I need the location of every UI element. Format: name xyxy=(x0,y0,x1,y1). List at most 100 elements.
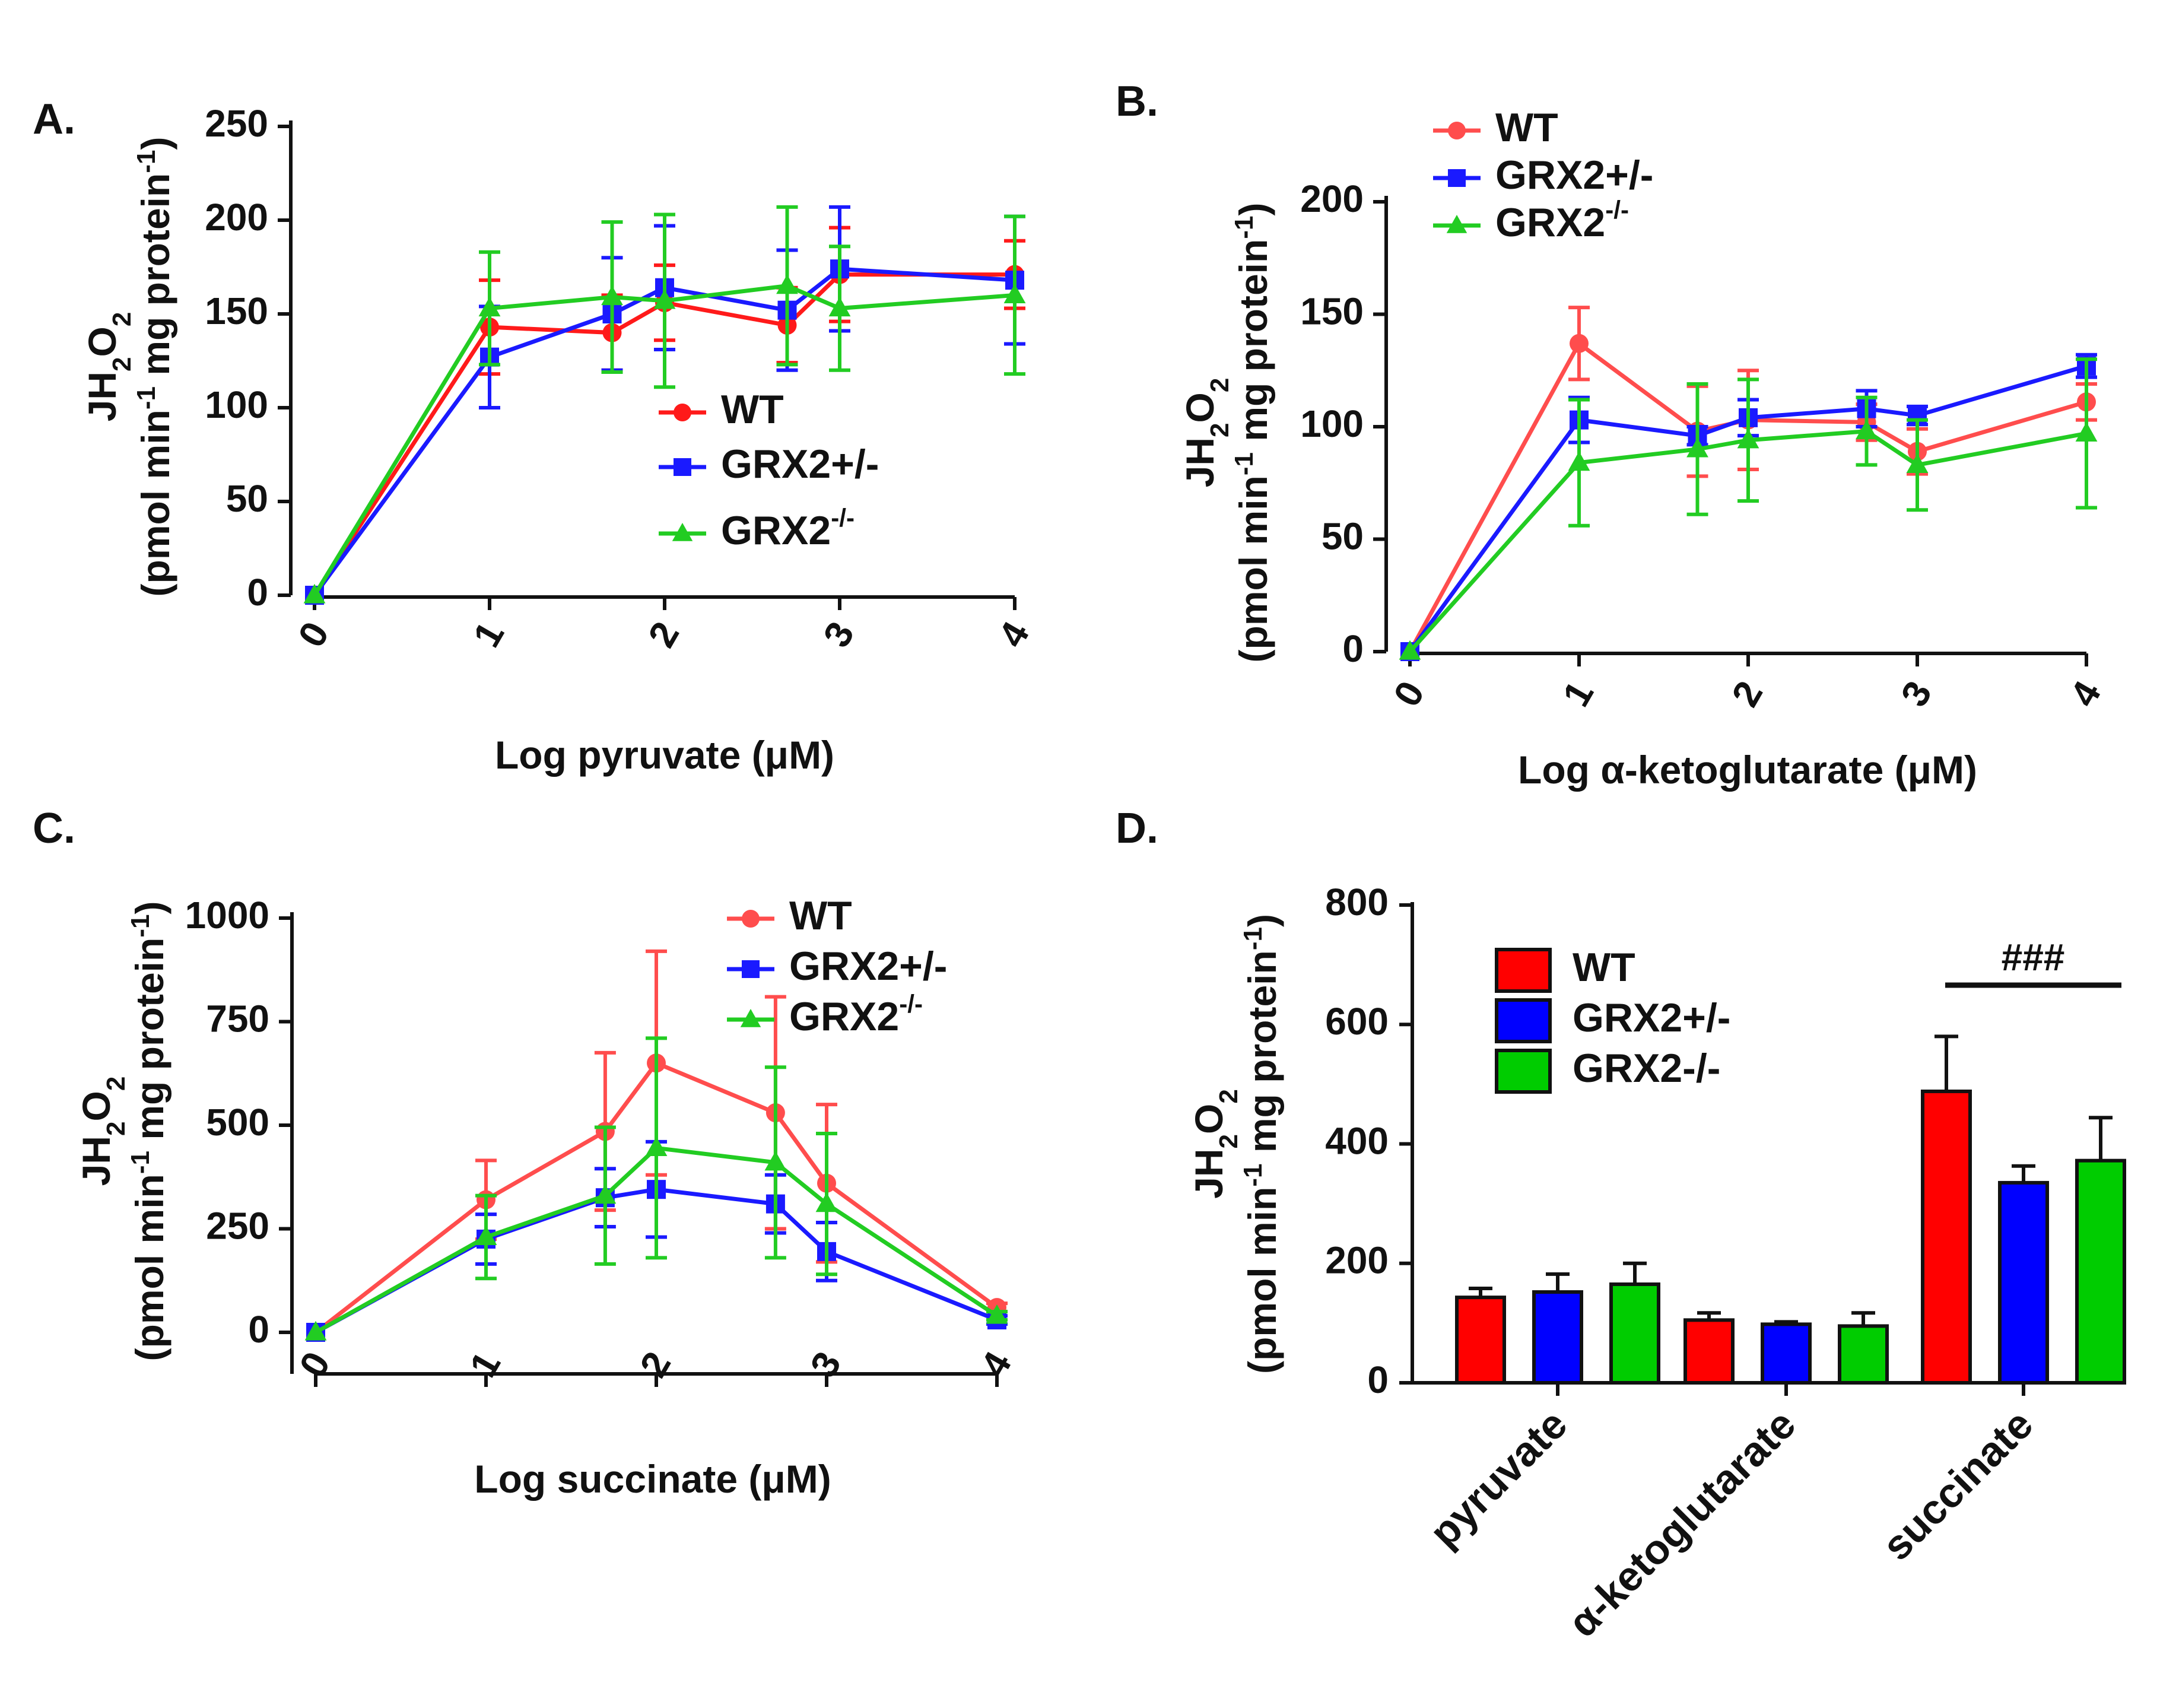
y-tick-label: 200 xyxy=(205,196,268,239)
x-tick-label: 2 xyxy=(1723,674,1771,714)
marker-triangle xyxy=(1446,215,1467,233)
x-axis-title: Log α-ketoglutarate (μM) xyxy=(1518,748,1977,792)
y-tick-label: 50 xyxy=(1322,515,1364,557)
x-tick-label: 1 xyxy=(1554,674,1602,714)
y-tick-label: 1000 xyxy=(185,894,269,936)
legend-label-grx2: GRX2-/- xyxy=(789,990,923,1039)
marker-triangle xyxy=(776,274,798,294)
y-axis-title: JH2O2(pmol min-1 mg protein-1) xyxy=(1187,914,1284,1374)
marker-triangle xyxy=(1003,284,1026,303)
marker-triangle xyxy=(478,297,501,317)
x-tick-label: 4 xyxy=(990,614,1037,654)
y-tick-label: 250 xyxy=(206,1204,269,1247)
legend-label-grx2: GRX2-/- xyxy=(1573,1046,1720,1091)
legend-label-grx2: GRX2+/- xyxy=(1573,995,1730,1040)
significance-annotation: ### xyxy=(2002,936,2065,979)
marker-triangle xyxy=(601,285,623,306)
marker-triangle xyxy=(1737,428,1759,449)
x-tick-label: 2 xyxy=(640,615,687,655)
series-grx2 xyxy=(303,205,1026,604)
marker-square xyxy=(674,458,691,476)
marker-triangle xyxy=(986,1304,1008,1324)
y-axis-title-line2: (pmol min-1 mg protein-1) xyxy=(126,901,172,1361)
marker-triangle xyxy=(475,1226,497,1246)
y-axis-title-line1: JH2O2 xyxy=(80,312,136,422)
x-axis-title: Log succinate (μM) xyxy=(474,1457,831,1501)
x-tick-label: 4 xyxy=(2061,674,2109,713)
x-tick-label: 0 xyxy=(290,615,337,655)
y-tick-label: 0 xyxy=(1342,627,1364,670)
x-tick-label: 3 xyxy=(1892,674,1940,714)
y-tick-label: 600 xyxy=(1325,1000,1389,1043)
legend: WT GRX2+/- GRX2-/- xyxy=(1495,945,1730,1094)
legend-label-grx2: GRX2+/- xyxy=(1495,153,1653,198)
y-tick-label: 50 xyxy=(226,477,268,520)
marker-circle xyxy=(674,404,691,421)
marker-square xyxy=(742,960,760,978)
marker-triangle xyxy=(303,583,326,604)
marker-triangle xyxy=(1568,451,1590,471)
legend-label-wt: WT xyxy=(721,387,784,432)
y-axis-title: JH2O2(pmol min-1 mg protein-1) xyxy=(74,901,171,1361)
series-grx2 xyxy=(304,1036,1008,1341)
marker-triangle xyxy=(1399,640,1421,660)
x-tick-label: 0 xyxy=(1385,674,1432,714)
bar-grx2-succinate xyxy=(2075,1158,2126,1385)
x-tick-label-ketoglutarate: α-ketoglutarate xyxy=(1559,1401,1805,1646)
y-axis-title-line1: JH2O2 xyxy=(1187,1089,1243,1199)
x-tick-label-pyruvate: pyruvate xyxy=(1421,1401,1575,1555)
marker-triangle xyxy=(653,289,676,309)
bar-wt-ketoglutarate xyxy=(1683,1318,1735,1385)
x-tick-label: 1 xyxy=(465,615,512,655)
bar-grx2-succinate xyxy=(1998,1180,2049,1385)
y-tick-label: 0 xyxy=(247,571,268,614)
x-axis-title: Log pyruvate (μM) xyxy=(495,733,834,777)
legend-swatch-grx2 xyxy=(1495,1049,1552,1094)
y-tick-label: 200 xyxy=(1325,1239,1389,1282)
panel-label: B. xyxy=(1116,78,1158,125)
x-tick-label: 3 xyxy=(815,615,862,655)
legend-label-wt: WT xyxy=(1573,945,1635,990)
marker-triangle xyxy=(1906,453,1929,474)
y-tick-label: 150 xyxy=(205,290,268,332)
y-axis-title: JH2O2(pmol min-1 mg protein-1) xyxy=(80,137,177,597)
y-axis-title-line2: (pmol min-1 mg protein-1) xyxy=(1238,914,1285,1374)
y-tick-label: 100 xyxy=(205,383,268,426)
legend-label-grx2: GRX2-/- xyxy=(1495,196,1629,245)
series-grx2 xyxy=(1399,357,2098,660)
y-tick-label: 100 xyxy=(1300,402,1364,445)
marker-square xyxy=(1448,169,1466,187)
y-axis-title-line1: JH2O2 xyxy=(1178,378,1234,488)
marker-triangle xyxy=(764,1151,787,1171)
y-axis-title: JH2O2(pmol min-1 mg protein-1) xyxy=(1178,203,1275,663)
marker-triangle xyxy=(828,297,851,317)
marker-triangle xyxy=(2075,422,2098,442)
y-tick-label: 150 xyxy=(1300,290,1364,332)
y-tick-label: 0 xyxy=(248,1308,269,1351)
marker-triangle xyxy=(594,1184,617,1204)
bar-grx2-ketoglutarate xyxy=(1838,1324,1889,1385)
bar-grx2-pyruvate xyxy=(1532,1290,1583,1385)
bar-grx2-ketoglutarate xyxy=(1761,1322,1812,1385)
y-tick-label: 0 xyxy=(1367,1358,1389,1401)
y-tick-label: 750 xyxy=(206,997,269,1040)
y-axis-title-line2: (pmol min-1 mg protein-1) xyxy=(132,137,178,597)
marker-triangle xyxy=(1686,437,1708,458)
legend-label-wt: WT xyxy=(789,893,852,938)
y-tick-label: 400 xyxy=(1325,1119,1389,1162)
legend-swatch-grx2 xyxy=(1495,998,1552,1043)
marker-triangle xyxy=(672,523,693,541)
legend-label-grx2: GRX2-/- xyxy=(721,504,855,553)
x-tick-label-succinate: succinate xyxy=(1873,1401,2042,1569)
panel-d: D. 0 200 400 600 800 JH2O2(pmol min-1 mg prote… xyxy=(1116,805,2126,1646)
y-axis-title-line2: (pmol min-1 mg protein-1) xyxy=(1230,203,1276,663)
panel-b: B. 0 50 100 150 200 0 1 2 3 4 Log α-ketoglutarate (… xyxy=(1116,78,2110,792)
legend-label-grx2: GRX2+/- xyxy=(721,442,879,487)
y-tick-label: 250 xyxy=(205,102,268,145)
panel-label: D. xyxy=(1116,805,1158,852)
legend-label-wt: WT xyxy=(1495,105,1558,150)
y-tick-label: 800 xyxy=(1325,881,1389,923)
marker-triangle xyxy=(304,1320,327,1341)
